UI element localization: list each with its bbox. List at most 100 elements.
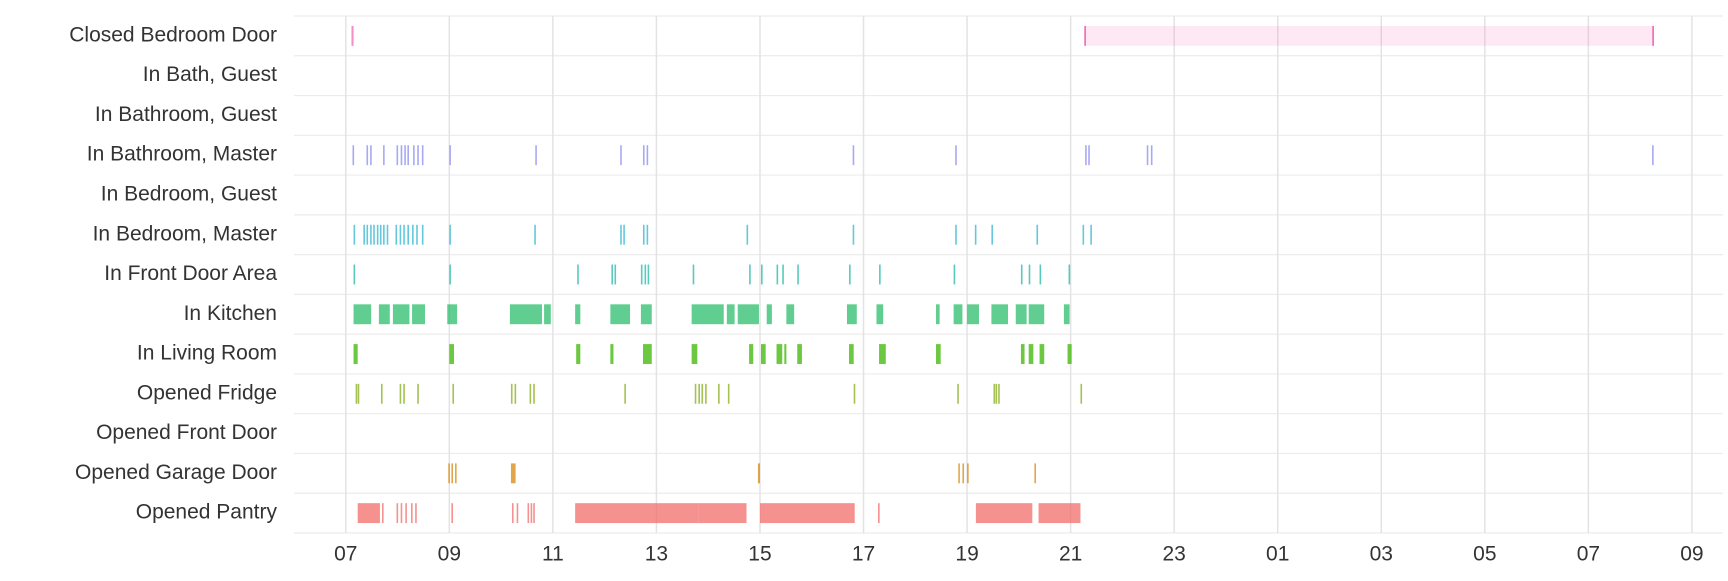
x-tick-label: 15: [748, 543, 771, 566]
event: [417, 145, 419, 166]
event: [737, 304, 759, 325]
event: [544, 304, 551, 325]
event: [784, 344, 787, 364]
event: [610, 344, 614, 364]
event: [797, 344, 802, 364]
event: [614, 264, 617, 285]
event: [876, 304, 884, 325]
event: [366, 145, 369, 166]
x-tick-label: 09: [1680, 543, 1703, 566]
event: [1020, 344, 1025, 364]
category-label: Opened Garage Door: [75, 461, 277, 484]
event: [403, 383, 405, 404]
event: [620, 145, 622, 166]
event: [399, 383, 402, 404]
event: [623, 224, 625, 245]
event: [529, 383, 532, 404]
event: [993, 383, 996, 404]
event: [1085, 145, 1087, 166]
x-tick-label: 17: [852, 543, 875, 566]
event: [701, 383, 704, 404]
event: [761, 264, 763, 285]
event: [516, 503, 519, 524]
event: [352, 145, 355, 166]
event: [1090, 224, 1092, 245]
event: [380, 383, 383, 404]
event: [448, 463, 450, 484]
x-tick-label: 13: [645, 543, 668, 566]
event: [967, 463, 969, 484]
event: [974, 224, 977, 245]
category-label: In Bathroom, Master: [87, 143, 277, 166]
event: [776, 344, 783, 364]
event: [776, 264, 779, 285]
event: [718, 383, 720, 404]
event: [392, 304, 410, 325]
event: [366, 224, 369, 245]
event: [727, 383, 730, 404]
event: [1082, 224, 1085, 245]
event: [400, 503, 403, 524]
event: [386, 224, 389, 245]
event: [749, 264, 751, 285]
event: [991, 224, 994, 245]
event: [936, 344, 941, 364]
category-label: Opened Fridge: [137, 381, 277, 404]
x-tick-label: 05: [1473, 543, 1496, 566]
event: [373, 224, 375, 245]
category-label: Opened Front Door: [96, 421, 277, 444]
event: [534, 224, 536, 245]
category-label: In Bedroom, Guest: [101, 183, 277, 206]
event: [1028, 264, 1031, 285]
category-label: In Bathroom, Guest: [95, 103, 277, 126]
event: [383, 145, 385, 166]
event: [576, 344, 581, 364]
event: [383, 224, 385, 245]
event: [370, 224, 372, 245]
event: [611, 264, 613, 285]
event: [624, 383, 626, 404]
event: [451, 463, 453, 484]
event: [412, 304, 425, 325]
category-label: In Living Room: [137, 342, 277, 365]
event: [846, 304, 857, 325]
event: [766, 304, 772, 325]
event: [407, 224, 409, 245]
event: [879, 264, 881, 285]
event: [620, 224, 622, 245]
event: [403, 224, 405, 245]
event: [853, 383, 856, 404]
event: [852, 145, 855, 166]
event: [412, 224, 414, 245]
event: [575, 304, 581, 325]
event: [646, 224, 649, 245]
event: [1036, 224, 1039, 245]
category-label: Opened Pantry: [136, 501, 278, 524]
event: [405, 503, 407, 524]
event: [533, 383, 535, 404]
event: [421, 145, 424, 166]
event: [849, 344, 854, 364]
event: [955, 145, 957, 166]
x-tick-label: 07: [334, 543, 357, 566]
event: [1063, 304, 1070, 325]
category-label: In Bath, Guest: [143, 63, 277, 86]
x-tick-label: 03: [1370, 543, 1393, 566]
event: [355, 383, 358, 404]
event: [417, 383, 419, 404]
event: [514, 383, 517, 404]
event: [396, 145, 399, 166]
event: [1067, 344, 1072, 364]
event: [449, 145, 451, 166]
event: [1028, 304, 1045, 325]
event: [378, 304, 390, 325]
event: [1020, 264, 1023, 285]
event: [1038, 503, 1081, 524]
event: [879, 344, 886, 364]
event: [640, 304, 652, 325]
category-label: Closed Bedroom Door: [69, 23, 277, 46]
event: [642, 224, 645, 245]
event: [370, 145, 372, 166]
event: [955, 224, 957, 245]
event: [698, 503, 747, 524]
